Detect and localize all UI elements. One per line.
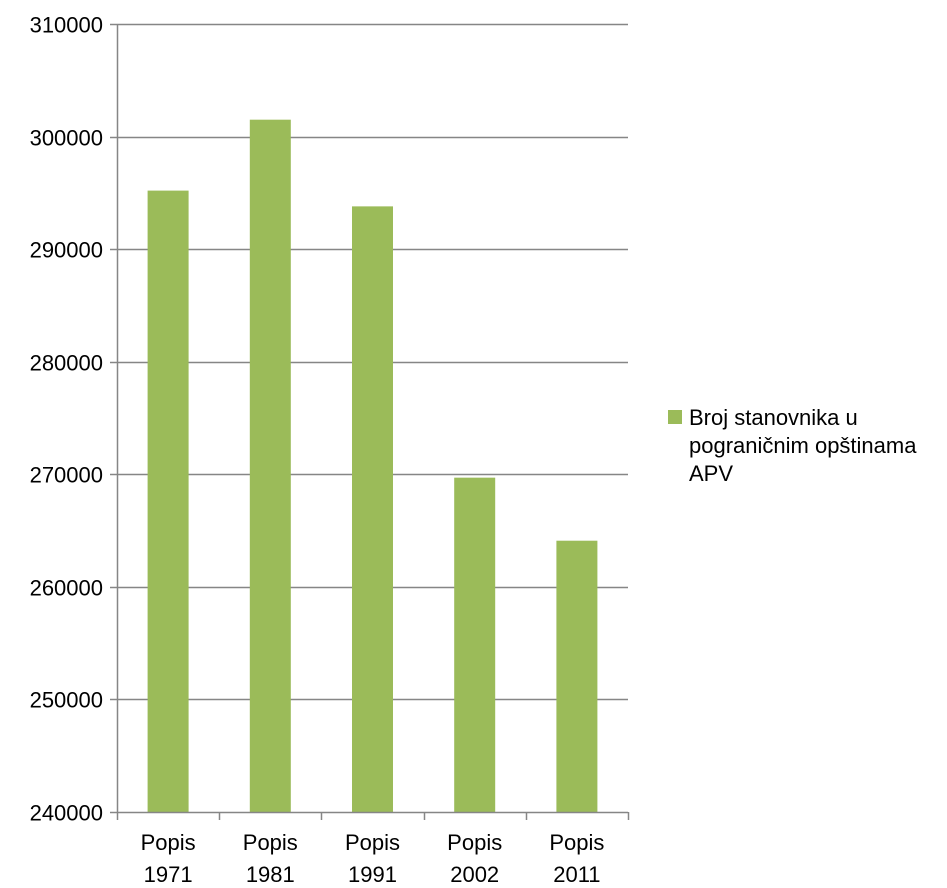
y-tick-label: 290000 (30, 238, 103, 263)
y-tick-labels: 240000 250000 260000 270000 280000 290000 3000… (30, 13, 103, 826)
x-tick-labels: Popis 1971 Popis 1981 Popis 1991 Popis 2002 Popi… (141, 830, 605, 887)
legend-swatch (668, 410, 682, 424)
bar (147, 190, 189, 812)
y-tick-label: 270000 (30, 463, 103, 488)
bar (352, 206, 393, 812)
x-tick-label: Popis 1991 (345, 830, 400, 887)
y-tick-label: 280000 (30, 351, 103, 376)
y-axis (110, 23, 119, 814)
bar (556, 540, 598, 812)
bars (147, 119, 598, 812)
x-axis (116, 811, 630, 820)
x-tick-label: Popis 1971 (141, 830, 196, 887)
y-tick-label: 240000 (30, 801, 103, 826)
bar (249, 119, 291, 812)
legend-label: Broj stanovnika u pograničnim opštinama … (689, 405, 917, 486)
y-tick-label: 250000 (30, 688, 103, 713)
x-tick-label: Popis 1981 (243, 830, 298, 887)
y-tick-label: 260000 (30, 576, 103, 601)
y-tick-label: 310000 (30, 13, 103, 38)
x-tick-label: Popis 2002 (447, 830, 502, 887)
bar (454, 477, 496, 812)
y-tick-label: 300000 (30, 126, 103, 151)
x-tick-label: Popis 2011 (549, 830, 604, 887)
